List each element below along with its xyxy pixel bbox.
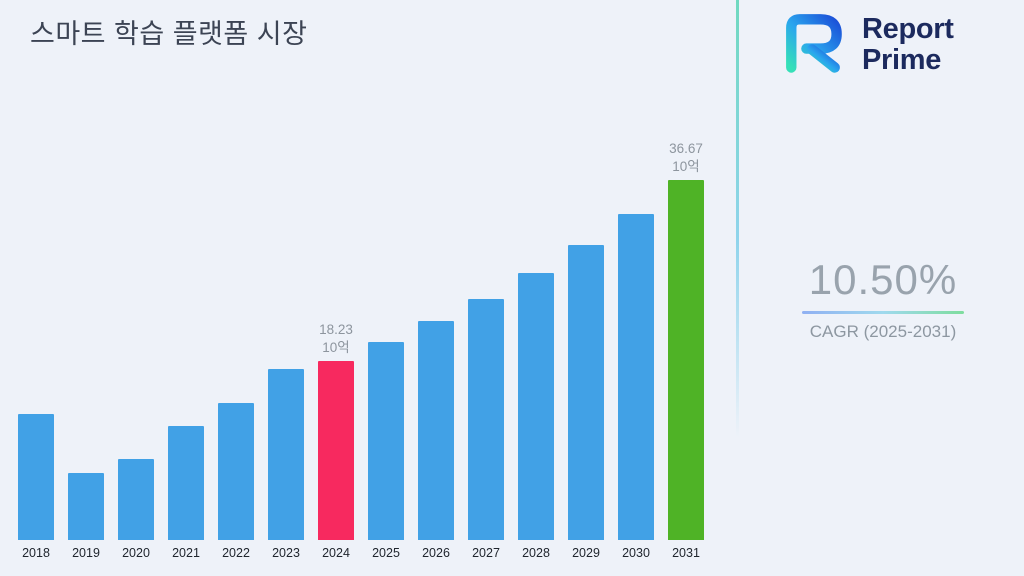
x-tick-2025: 2025	[372, 546, 400, 560]
cagr-value: 10.50%	[808, 256, 958, 303]
bar-2028	[518, 273, 554, 540]
x-tick-2018: 2018	[22, 546, 50, 560]
page-title: 스마트 학습 플랫폼 시장	[30, 19, 308, 49]
brand-logo-block: Report Prime	[776, 8, 954, 81]
x-tick-2029: 2029	[572, 546, 600, 560]
bar-2029	[568, 245, 604, 540]
bar-chart: 2018 2019 2020 2021 2022 2023 18.23 10억 2024 2025…	[18, 140, 704, 560]
bar-column-2021: 2021	[168, 426, 204, 560]
bar-2030	[618, 214, 654, 540]
value-label-2024: 18.23 10억	[319, 322, 353, 355]
bar-column-2027: 2027	[468, 299, 504, 560]
x-tick-2020: 2020	[122, 546, 150, 560]
x-tick-2022: 2022	[222, 546, 250, 560]
bar-2025	[368, 342, 404, 540]
bar-column-2031: 36.67 10억 2031	[668, 140, 704, 560]
bar-column-2020: 2020	[118, 459, 154, 560]
cagr-stat: 10.50% CAGR (2025-2031)	[800, 256, 966, 342]
vertical-divider	[736, 0, 739, 438]
bar-2018	[18, 414, 54, 540]
bar-2021	[168, 426, 204, 540]
x-tick-2031: 2031	[672, 546, 700, 560]
bar-column-2028: 2028	[518, 273, 554, 560]
bar-2019	[68, 473, 104, 540]
bar-column-2019: 2019	[68, 473, 104, 560]
brand-name: Report Prime	[862, 14, 954, 74]
x-tick-2028: 2028	[522, 546, 550, 560]
value-label-2031: 36.67 10억	[669, 141, 703, 174]
bar-column-2018: 2018	[18, 414, 54, 560]
x-tick-2026: 2026	[422, 546, 450, 560]
bar-column-2025: 2025	[368, 342, 404, 560]
x-tick-2024: 2024	[322, 546, 350, 560]
brand-line1: Report	[862, 13, 954, 46]
cagr-label: CAGR (2025-2031)	[809, 322, 957, 341]
bar-2023	[268, 369, 304, 540]
bar-column-2026: 2026	[418, 321, 454, 560]
x-tick-2021: 2021	[172, 546, 200, 560]
x-tick-2030: 2030	[622, 546, 650, 560]
bar-2027	[468, 299, 504, 540]
x-tick-2023: 2023	[272, 546, 300, 560]
bar-2024	[318, 361, 354, 540]
bar-column-2029: 2029	[568, 245, 604, 560]
bar-column-2024: 18.23 10억 2024	[318, 321, 354, 560]
bar-2022	[218, 403, 254, 540]
bar-column-2022: 2022	[218, 403, 254, 560]
bar-2026	[418, 321, 454, 540]
cagr-underline	[802, 311, 964, 314]
bar-2020	[118, 459, 154, 540]
bar-2031	[668, 180, 704, 540]
x-tick-2027: 2027	[472, 546, 500, 560]
brand-line2: Prime	[862, 43, 942, 76]
report-prime-logo-icon	[776, 8, 850, 81]
x-tick-2019: 2019	[72, 546, 100, 560]
bar-column-2023: 2023	[268, 369, 304, 560]
bar-column-2030: 2030	[618, 214, 654, 560]
